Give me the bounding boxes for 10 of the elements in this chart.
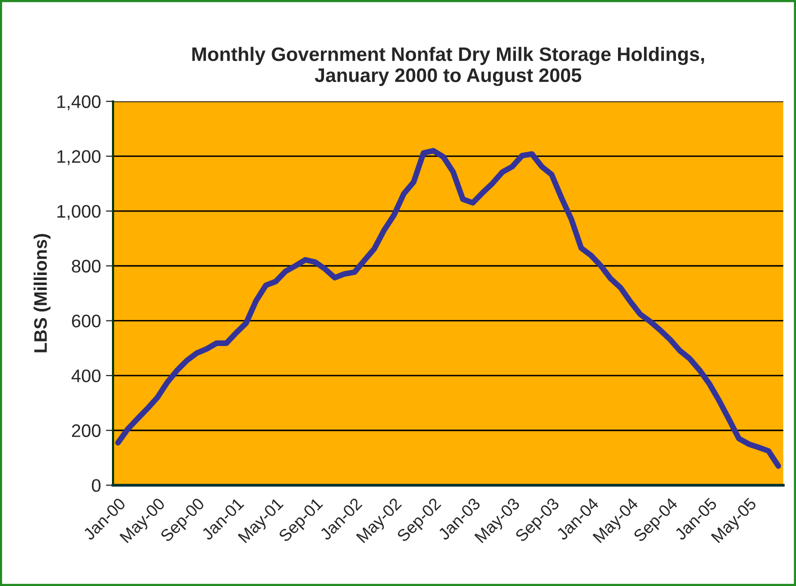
y-tick-label: 600 bbox=[72, 314, 101, 328]
y-tick-label: 800 bbox=[72, 260, 101, 273]
y-tick-label: 1,000 bbox=[57, 204, 101, 220]
y-axis-title: LBS (Millions) bbox=[34, 234, 50, 352]
y-tick-label: 200 bbox=[72, 424, 101, 438]
y-tick-label: 400 bbox=[72, 369, 101, 382]
chart-title: Monthly Government Nonfat Dry Milk Storage Holdings, January 2000 to August 2005 bbox=[192, 46, 704, 86]
y-tick-label: 0 bbox=[92, 479, 101, 492]
y-tick-label: 1,200 bbox=[57, 150, 101, 166]
y-tick-label: 1,400 bbox=[57, 95, 101, 110]
